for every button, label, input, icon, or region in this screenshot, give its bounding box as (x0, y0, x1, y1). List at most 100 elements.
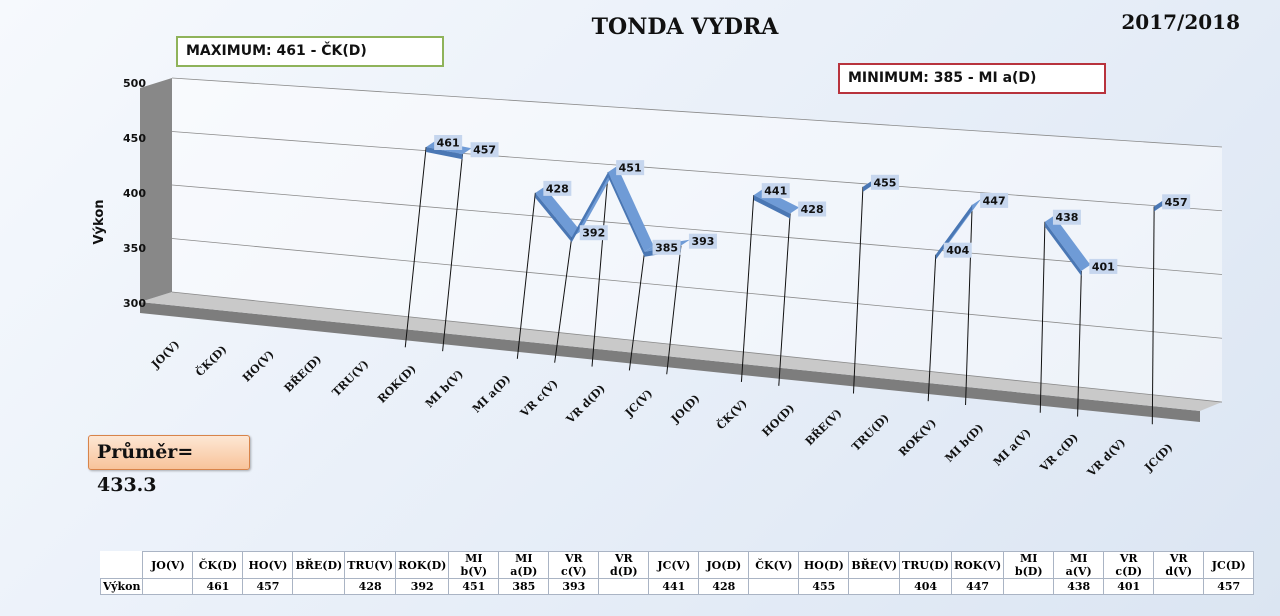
category-label: TRU(D) (849, 411, 891, 453)
data-label-bg (579, 225, 608, 241)
category-label: MI b(V) (423, 367, 466, 410)
table-value-cell: 457 (242, 578, 294, 595)
series-point (1154, 200, 1164, 212)
table-value-cell (1003, 578, 1055, 595)
chart-floor (140, 292, 1222, 411)
series-ribbon-side (753, 195, 791, 219)
table-header-cell: TRU(V) (344, 551, 397, 579)
data-label-bg (1052, 209, 1081, 225)
gridline (171, 238, 1223, 339)
data-label-bg (1089, 258, 1118, 274)
table-corner (101, 552, 143, 579)
data-label: 461 (437, 136, 460, 149)
table-value-cell: 455 (798, 578, 850, 595)
drop-line (852, 186, 864, 394)
drop-line (1039, 221, 1046, 413)
table-value-cell (848, 578, 901, 595)
category-label: VR c(D) (1037, 431, 1081, 475)
table-header-cell: ČK(D) (192, 551, 244, 579)
table-value-cell (598, 578, 650, 595)
category-label: HO(D) (760, 402, 797, 439)
series-ribbon-side (426, 146, 463, 160)
table-value-cell: 392 (395, 578, 450, 595)
table-value-cell: 404 (899, 578, 952, 595)
category-label: ROK(D) (375, 362, 418, 405)
table-header-cell: HO(D) (798, 551, 850, 579)
gridline (171, 131, 1223, 212)
data-label: 385 (655, 241, 678, 254)
series-ribbon-side (1044, 221, 1082, 276)
series-ribbon-top (608, 166, 654, 252)
performance-chart: 300 350 400 450 500 Výkon 461 457 428 392 451 385… (92, 77, 1223, 480)
category-label: JO(V) (148, 338, 182, 372)
data-label: 428 (801, 203, 824, 216)
data-table: JO(V) ČK(D) HO(V) BŘE(D) TRU(V) ROK(D) MI b(V)… (99, 551, 1255, 595)
table-value-cell: 451 (448, 578, 500, 595)
data-label-bg (870, 174, 899, 190)
data-label: 401 (1092, 260, 1115, 273)
drop-line (554, 237, 573, 363)
data-label-bg (652, 239, 681, 255)
table-value-cell (142, 578, 194, 595)
data-label: 404 (946, 244, 969, 257)
data-label-bg (616, 160, 645, 176)
category-label: VR d(D) (563, 382, 608, 427)
data-label: 438 (1055, 211, 1078, 224)
table-value-cell: 428 (344, 578, 397, 595)
drop-line (740, 195, 755, 382)
gridline (171, 291, 1223, 403)
gridline (171, 184, 1223, 275)
minimum-box: MINIMUM: 385 - MI a(D) (838, 63, 1106, 94)
data-label-bg (798, 201, 827, 217)
table-header-cell: JC(D) (1203, 551, 1255, 579)
category-label: BŘE(D) (281, 352, 324, 395)
drop-line (1151, 206, 1155, 425)
table-value-cell: 401 (1103, 578, 1155, 595)
season-label: 2017/2018 (1121, 10, 1240, 34)
gridline (171, 77, 1223, 148)
chart-title: TONDA VYDRA (591, 14, 779, 40)
table-value-cell: 428 (698, 578, 750, 595)
drop-line (965, 204, 973, 406)
data-label: 447 (983, 194, 1006, 207)
y-axis-label: Výkon (92, 199, 107, 244)
drop-line (1077, 270, 1082, 417)
data-label-bg (980, 192, 1009, 208)
table-value-cell (292, 578, 346, 595)
category-label: MI a(D) (470, 372, 513, 415)
table-header-cell: JO(V) (142, 551, 194, 579)
category-label: JO(D) (668, 392, 702, 426)
category-label: JC(V) (622, 387, 655, 420)
table-row-label: Výkon (99, 578, 144, 595)
category-label: VR c(V) (517, 377, 560, 420)
data-label: 392 (582, 227, 605, 240)
data-label-bg (761, 183, 790, 199)
drop-line (778, 213, 791, 386)
table-header-cell: VR c(V) (548, 551, 600, 579)
drop-line (404, 146, 427, 348)
category-label: ROK(V) (896, 416, 939, 459)
category-label: MI b(D) (943, 421, 987, 465)
drop-line (516, 192, 536, 359)
category-label: MI a(V) (991, 426, 1034, 469)
category-label: ČK(D) (192, 342, 229, 379)
table-value-cell: 457 (1203, 578, 1255, 595)
data-label-bg (543, 180, 572, 196)
table-header-cell: VR c(D) (1103, 551, 1155, 579)
data-label: 441 (764, 185, 787, 198)
category-label: BŘE(V) (802, 406, 844, 448)
chart-gridlines (171, 77, 1223, 403)
table-value-cell: 438 (1053, 578, 1105, 595)
data-label: 457 (1165, 196, 1188, 209)
series-ribbon-side (608, 172, 645, 257)
drop-line (927, 254, 937, 402)
series-ribbon-side (535, 192, 572, 243)
table-value-cell: 441 (648, 578, 700, 595)
series-ribbon-top (1044, 215, 1091, 271)
floor-edge (140, 302, 1200, 422)
category-label: ČK(V) (713, 396, 749, 432)
table-header-cell: MI b(D) (1003, 551, 1055, 579)
category-label: JC(D) (1142, 441, 1176, 475)
table-header-cell: ROK(D) (395, 551, 450, 579)
y-tick-label: 500 (123, 77, 146, 90)
